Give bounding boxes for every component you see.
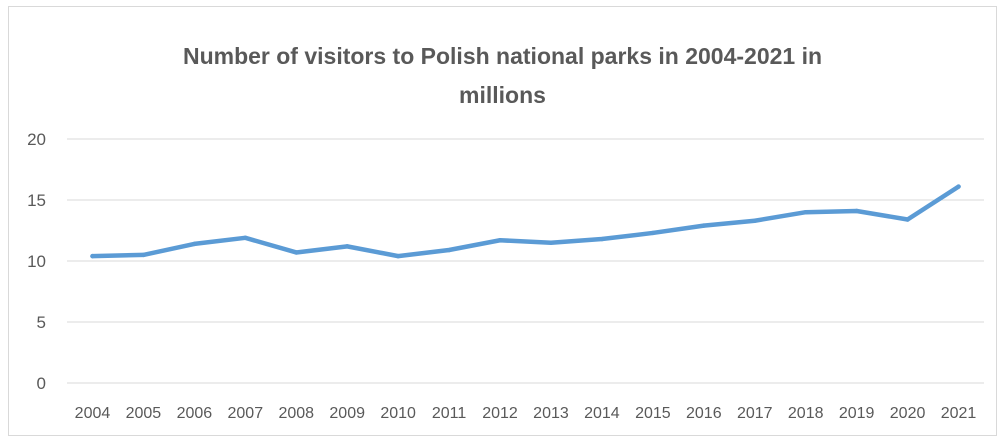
data-point-2011 [446, 247, 452, 253]
chart-title-container: Number of visitors to Polish national pa… [9, 37, 996, 115]
data-point-2013 [548, 240, 554, 245]
data-point-2008 [294, 250, 299, 255]
chart-frame: Number of visitors to Polish national pa… [8, 6, 997, 436]
x-tick-label-2018: 2018 [788, 405, 824, 422]
x-tick-label-2012: 2012 [482, 405, 518, 422]
data-point-2007 [243, 235, 248, 241]
x-tick-label-2004: 2004 [75, 405, 111, 422]
series-line-0 [90, 184, 961, 259]
data-point-2019 [854, 208, 859, 214]
y-tick-label-20: 20 [27, 130, 46, 149]
x-tick-label-2005: 2005 [126, 405, 162, 422]
data-point-2009 [344, 244, 350, 249]
data-point-2018 [803, 210, 808, 215]
x-tick-label-2013: 2013 [533, 405, 569, 422]
y-tick-label-5: 5 [37, 313, 46, 332]
x-tick-label-2016: 2016 [686, 405, 722, 422]
x-tick-label-2020: 2020 [890, 405, 926, 422]
data-point-2006 [192, 241, 197, 247]
data-point-2017 [752, 218, 757, 223]
chart-title: Number of visitors to Polish national pa… [182, 43, 823, 108]
x-tick-label-2015: 2015 [635, 405, 671, 422]
data-point-2014 [599, 236, 605, 242]
x-tick-label-2007: 2007 [228, 405, 264, 422]
data-point-2005 [141, 252, 146, 258]
data-point-2016 [701, 223, 707, 228]
y-tick-label-15: 15 [27, 191, 46, 210]
data-point-2012 [497, 238, 503, 243]
x-tick-label-2017: 2017 [737, 405, 773, 422]
data-point-2004 [90, 253, 95, 259]
data-point-2020 [905, 217, 910, 222]
x-tick-label-2006: 2006 [177, 405, 213, 422]
x-tick-label-2010: 2010 [380, 405, 416, 422]
x-tick-label-2009: 2009 [329, 405, 365, 422]
x-tick-label-2021: 2021 [941, 405, 977, 422]
data-point-2021 [956, 184, 961, 189]
x-tick-label-2008: 2008 [278, 405, 314, 422]
y-tick-label-10: 10 [27, 252, 46, 271]
x-tick-label-2019: 2019 [839, 405, 875, 422]
x-tick-label-2014: 2014 [584, 405, 620, 422]
y-tick-label-0: 0 [37, 374, 46, 393]
data-point-2010 [395, 253, 401, 259]
x-tick-label-2011: 2011 [432, 405, 467, 422]
data-point-2015 [650, 230, 656, 236]
